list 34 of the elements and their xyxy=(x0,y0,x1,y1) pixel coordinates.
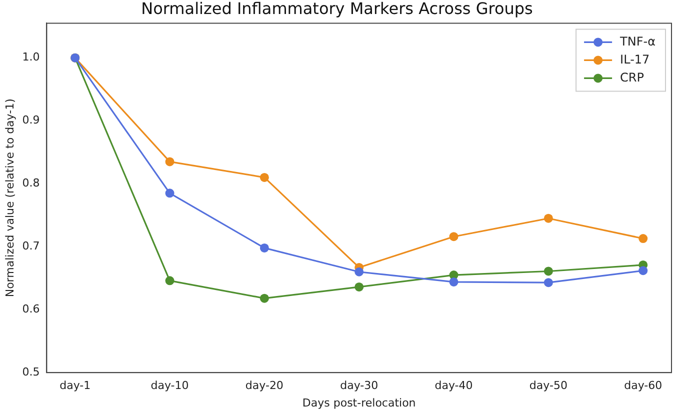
x-tick-label: day-50 xyxy=(529,379,568,392)
y-tick-label: 0.6 xyxy=(22,302,40,316)
point xyxy=(165,157,174,166)
legend-label: IL-17 xyxy=(620,52,650,66)
point xyxy=(449,277,458,286)
y-tick-label: 0.5 xyxy=(22,365,40,378)
point xyxy=(638,266,648,276)
x-tick-label: day-60 xyxy=(624,379,662,392)
point xyxy=(260,172,269,182)
y-tick-label: 0.9 xyxy=(22,114,40,127)
x-tick-label: day-1 xyxy=(60,379,91,392)
x-tick-label: day-10 xyxy=(150,379,189,392)
chart-title: Normalized Inflammatory Markers Across Groups xyxy=(141,0,533,18)
point xyxy=(260,294,269,303)
x-axis-title: Days post-relocation xyxy=(302,396,416,410)
legend-label: TNF-α xyxy=(619,34,656,48)
y-axis-title: Normalized value (relative to day-1) xyxy=(3,98,16,298)
point xyxy=(165,276,174,286)
point xyxy=(354,282,364,292)
point xyxy=(354,267,364,276)
point xyxy=(165,188,174,198)
y-tick-label: 1.0 xyxy=(22,50,40,64)
y-tick-label: 0.8 xyxy=(22,176,40,190)
x-tick-label: day-40 xyxy=(434,379,473,392)
point xyxy=(544,266,553,276)
point xyxy=(544,278,553,288)
legend-label: CRP xyxy=(620,70,644,84)
point xyxy=(544,214,553,223)
point xyxy=(449,232,458,242)
point xyxy=(638,234,648,244)
x-tick-label: day-30 xyxy=(340,379,378,392)
x-tick-label: day-20 xyxy=(245,379,284,392)
point xyxy=(260,243,269,252)
y-tick-label: 0.7 xyxy=(22,240,40,253)
